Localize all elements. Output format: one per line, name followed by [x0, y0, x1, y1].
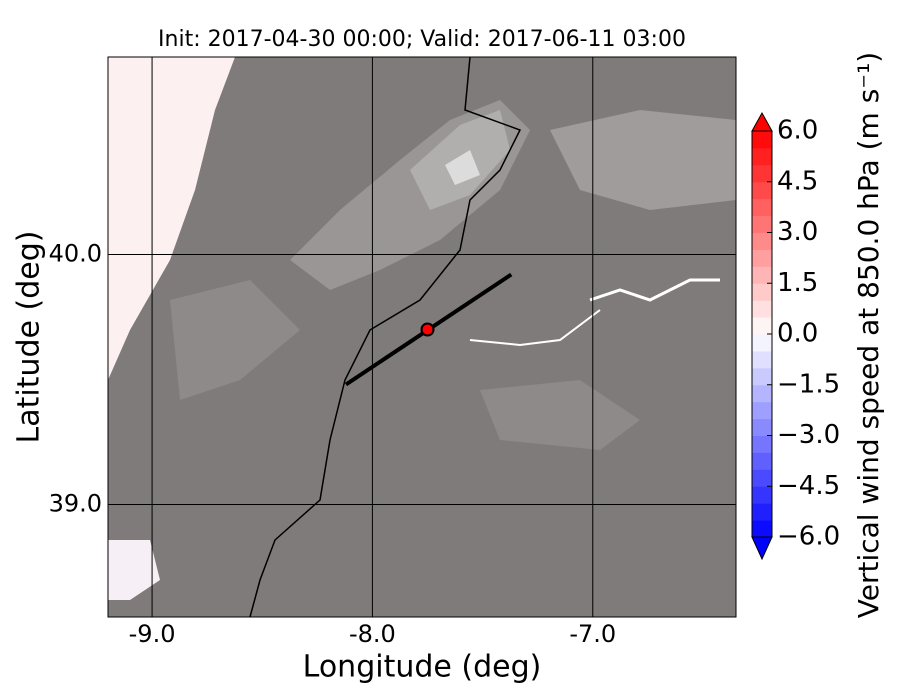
colorbar-band — [752, 435, 772, 453]
colorbar-band — [752, 367, 772, 386]
location-point — [420, 322, 435, 337]
colorbar-tick-label: 6.0 — [777, 116, 818, 146]
colorbar-band — [752, 334, 772, 352]
colorbar-band — [752, 249, 772, 267]
colorbar-band — [752, 469, 772, 487]
y-axis-label: Latitude (deg) — [12, 231, 47, 444]
colorbar-band — [752, 384, 772, 403]
colorbar-band — [752, 300, 772, 318]
colorbar-band — [752, 164, 772, 183]
colorbar-tick-label: 4.5 — [777, 166, 818, 196]
colorbar-band — [752, 452, 772, 470]
y-tick-label: 39.0 — [49, 490, 102, 518]
colorbar-tick-label: 1.5 — [777, 268, 818, 298]
colorbar-extend-top — [751, 111, 773, 132]
colorbar-band — [752, 147, 772, 166]
x-axis-label: Longitude (deg) — [303, 650, 542, 685]
x-tick-label: -9.0 — [129, 620, 176, 648]
plot-frame — [107, 56, 737, 618]
x-tick-label: -7.0 — [569, 620, 616, 648]
colorbar-band — [752, 350, 772, 369]
colorbar-band — [752, 181, 772, 200]
terrain — [108, 57, 736, 617]
colorbar-band — [752, 131, 772, 149]
colorbar-band — [752, 401, 772, 420]
colorbar-tick-label: 3.0 — [777, 217, 818, 247]
colorbar-tick-label: −6.0 — [777, 522, 840, 552]
colorbar-label: Vertical wind speed at 850.0 hPa (m s⁻¹) — [852, 52, 885, 618]
chart-title: Init: 2017-04-30 00:00; Valid: 2017-06-1… — [158, 27, 686, 52]
colorbar-band — [752, 215, 772, 233]
colorbar-extend-bottom — [751, 536, 773, 561]
colorbar-tick-label: −3.0 — [777, 420, 840, 450]
colorbar-tick-label: −4.5 — [777, 471, 840, 501]
colorbar-band — [752, 283, 772, 301]
colorbar-band — [752, 266, 772, 284]
colorbar-band — [752, 503, 772, 521]
x-tick-label: -8.0 — [349, 620, 396, 648]
colorbar-band — [752, 520, 772, 538]
colorbar-band — [752, 418, 772, 436]
y-tick-label: 40.0 — [49, 240, 102, 268]
colorbar-band — [752, 486, 772, 504]
colorbar-band — [752, 232, 772, 250]
colorbar-band — [752, 198, 772, 217]
colorbar-band — [752, 317, 772, 335]
colorbar-tick-label: −1.5 — [777, 369, 840, 399]
colorbar-tick-label: 0.0 — [777, 319, 818, 349]
